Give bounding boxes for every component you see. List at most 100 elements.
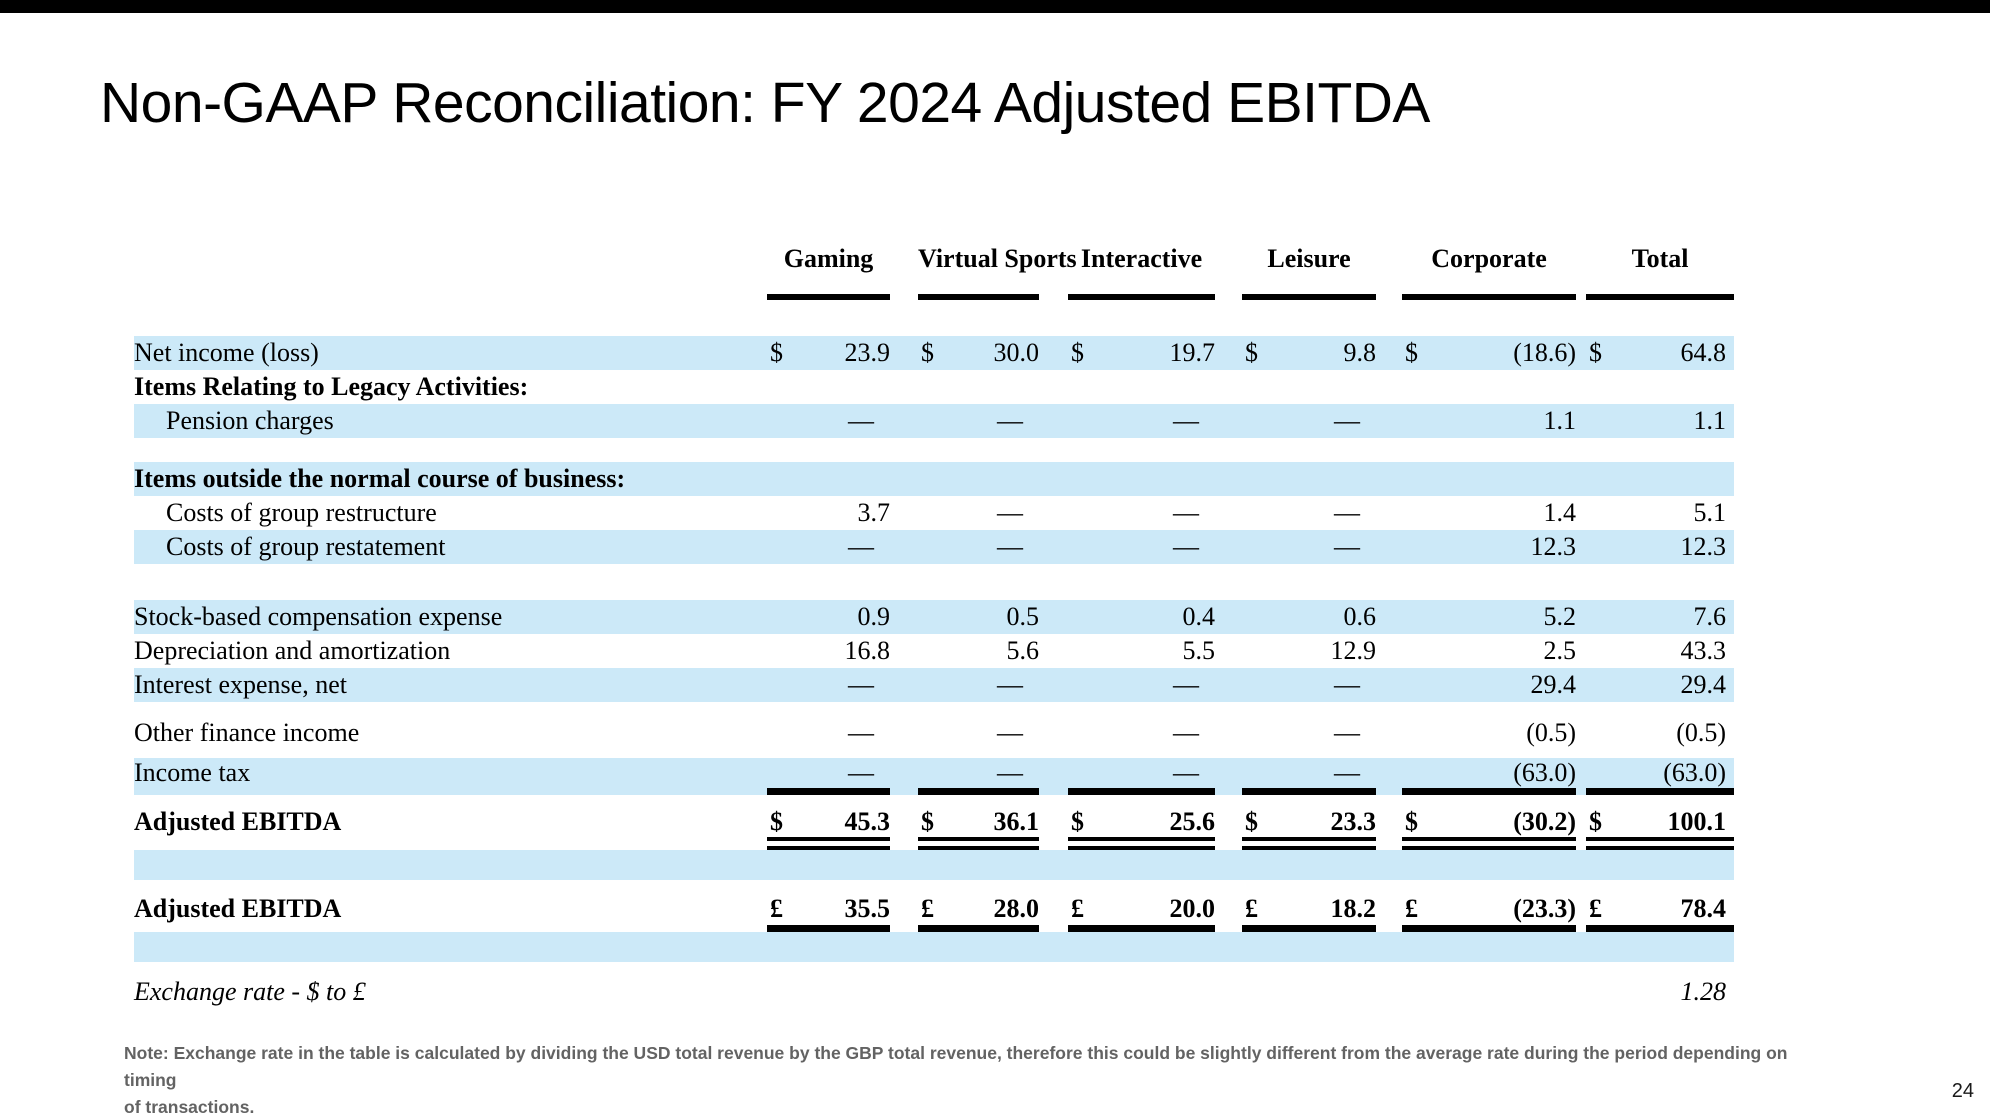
currency-symbol: $: [1242, 807, 1259, 850]
row-label: [134, 932, 767, 962]
cell-value: [1602, 962, 1734, 972]
column-gap: [1576, 634, 1586, 668]
column-gap: [1376, 496, 1402, 530]
currency-symbol: [1402, 750, 1418, 758]
currency-symbol: [1068, 634, 1084, 668]
cell-value: —: [1258, 758, 1377, 795]
currency-symbol: [1402, 932, 1419, 962]
currency-symbol: [767, 462, 783, 496]
cell-value: [1418, 750, 1576, 758]
spacer-row: [134, 438, 1734, 462]
cell-value: [934, 370, 1039, 404]
currency-symbol: [1242, 300, 1258, 336]
currency-symbol: $: [1402, 336, 1419, 370]
currency-symbol: [1242, 600, 1259, 634]
currency-symbol: [1068, 880, 1084, 892]
row-label: [134, 795, 767, 807]
cell-value: [1258, 702, 1376, 716]
cell-value: —: [1084, 758, 1216, 795]
column-gap: [1376, 634, 1402, 668]
cell-value: [1084, 300, 1215, 336]
column-gap: [1576, 795, 1586, 807]
column-gap: [1376, 758, 1403, 795]
header-row: Gaming Virtual Sports Interactive Leisure Co…: [134, 224, 1735, 300]
currency-symbol: [1068, 300, 1084, 336]
currency-symbol: [1402, 530, 1419, 564]
column-gap: [890, 716, 918, 750]
currency-symbol: [918, 702, 934, 716]
column-gap: [890, 795, 918, 807]
cell-value: [934, 750, 1039, 758]
currency-symbol: [767, 600, 783, 634]
column-gap: [1215, 962, 1242, 972]
currency-symbol: [767, 702, 783, 716]
cell-value: [1084, 702, 1215, 716]
cell-value: —: [934, 404, 1040, 438]
currency-symbol: [1242, 496, 1258, 530]
column-gap: [1215, 702, 1242, 716]
currency-symbol: [1242, 850, 1259, 880]
cell-value: —: [1173, 498, 1200, 527]
cell-value: [783, 962, 890, 972]
column-gap: [1039, 972, 1068, 1012]
cell-value: [1084, 438, 1215, 462]
row-label: [134, 438, 767, 462]
cell-value: [783, 564, 890, 600]
cell-value: [1602, 462, 1735, 496]
cell-value: [783, 370, 890, 404]
currency-symbol: [1068, 668, 1085, 702]
column-header: Virtual Sports: [918, 224, 1077, 300]
currency-symbol: [918, 880, 934, 892]
column-gap: [1039, 750, 1068, 758]
row-label: Adjusted EBITDA: [134, 807, 342, 836]
column-gap: [1576, 758, 1587, 795]
currency-symbol: [1402, 564, 1418, 600]
cell-value: [1084, 370, 1215, 404]
column-gap: [1576, 702, 1586, 716]
column-gap: [1039, 300, 1068, 336]
currency-symbol: [767, 880, 783, 892]
row-label: Items outside the normal course of busin…: [134, 462, 767, 496]
row-label: Depreciation and amortization: [134, 636, 451, 665]
cell-value: —: [1258, 530, 1377, 564]
cell-value: [1084, 972, 1215, 1012]
currency-symbol: [918, 634, 934, 668]
currency-symbol: [1068, 972, 1084, 1012]
currency-symbol: [918, 850, 935, 880]
column-gap: [1576, 600, 1587, 634]
currency-symbol: [1242, 972, 1258, 1012]
cell-value: [1084, 932, 1216, 962]
table-row: Other finance income — — — — (0.5) (0.5): [134, 716, 1734, 750]
cell-value: [1258, 300, 1376, 336]
cell-value: 7.6: [1602, 600, 1735, 634]
currency-symbol: [918, 972, 934, 1012]
currency-symbol: [1402, 758, 1419, 795]
column-gap: [890, 972, 918, 1012]
table-row: Interest expense, net — — — — 29.4 29.4: [134, 668, 1735, 702]
column-gap: [1215, 600, 1243, 634]
slide-title: Non-GAAP Reconciliation: FY 2024 Adjuste…: [100, 71, 1430, 135]
currency-symbol: [918, 716, 934, 750]
spacer-row: [134, 850, 1735, 880]
cell-value: —: [783, 530, 891, 564]
currency-symbol: [1402, 795, 1418, 807]
currency-symbol: [1068, 962, 1084, 972]
column-header: Gaming: [767, 224, 891, 300]
currency-symbol: [1402, 300, 1418, 336]
cell-value: 0.5: [934, 600, 1040, 634]
spacer-row: [134, 795, 1734, 807]
column-gap: [1039, 438, 1068, 462]
cell-value: 23.3: [1258, 807, 1377, 850]
currency-symbol: [1586, 758, 1603, 795]
column-gap: [1576, 750, 1586, 758]
column-gap: [890, 496, 918, 530]
cell-value: [783, 300, 890, 336]
column-gap: [1376, 300, 1402, 336]
currency-symbol: [1586, 370, 1602, 404]
cell-value: [934, 932, 1040, 962]
column-gap: [1039, 668, 1069, 702]
cell-value: [1418, 880, 1576, 892]
row-label: Net income (loss): [134, 336, 767, 370]
currency-symbol: [918, 750, 934, 758]
currency-symbol: [767, 370, 783, 404]
